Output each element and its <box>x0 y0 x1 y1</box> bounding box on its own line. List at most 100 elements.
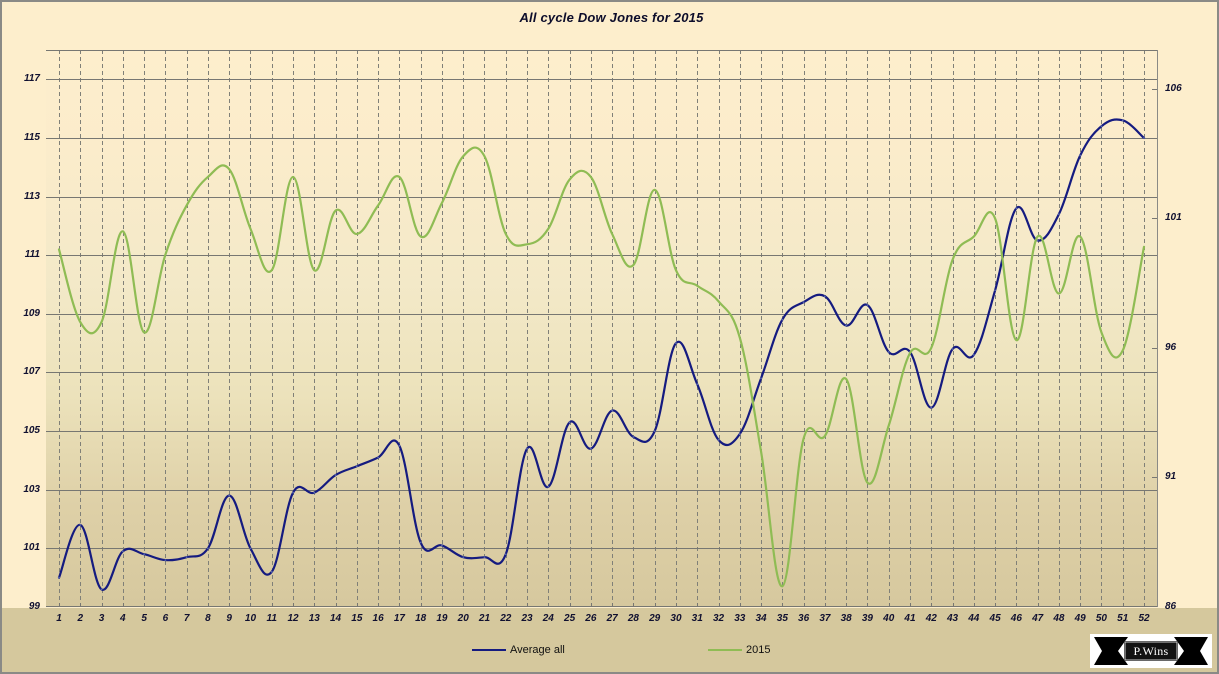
legend-label-average-all: Average all <box>510 644 565 656</box>
data-point-marker <box>994 289 996 292</box>
x-axis-tick: 6 <box>162 613 169 624</box>
y-axis-right-tick: 106 <box>1165 82 1182 94</box>
chart-legend: Average all 2015 <box>2 642 1217 664</box>
y-axis-left-tick: 103 <box>23 483 40 495</box>
x-axis-tick: 39 <box>861 613 873 624</box>
ribbon-banner-icon <box>1090 634 1212 668</box>
data-point-marker <box>270 570 273 573</box>
data-point-marker <box>887 351 890 353</box>
data-point-marker <box>79 524 82 526</box>
x-axis-tick: 18 <box>415 613 427 624</box>
data-point-marker <box>547 485 550 488</box>
y-axis-right-tick: 96 <box>1165 341 1177 353</box>
x-axis-tick: 51 <box>1117 613 1129 624</box>
y-axis-left-tick: 99 <box>28 601 40 612</box>
data-point-marker <box>696 383 699 386</box>
x-axis-tick: 29 <box>649 613 661 624</box>
data-point-marker <box>717 439 720 441</box>
x-axis-tick: 33 <box>734 613 746 624</box>
x-axis-tick: 31 <box>691 613 703 624</box>
data-point-marker <box>441 544 443 547</box>
legend-item-2015[interactable]: 2015 <box>708 644 770 656</box>
data-point-marker <box>504 553 507 556</box>
data-point-marker <box>653 430 656 433</box>
data-point-marker <box>334 474 337 476</box>
plot-area <box>46 50 1158 607</box>
series-lines <box>57 118 1146 591</box>
data-point-marker <box>355 465 358 468</box>
y-axis-left-tick: 107 <box>23 366 40 378</box>
x-axis-tick: 5 <box>141 613 147 624</box>
x-axis-tick: 28 <box>627 613 639 624</box>
plot-svg <box>46 50 1157 607</box>
data-point-marker <box>802 301 805 304</box>
data-point-marker <box>781 318 784 321</box>
data-point-marker <box>845 324 848 327</box>
data-point-marker <box>568 421 571 424</box>
data-point-marker <box>1079 154 1082 157</box>
watermark-badge: P.Wins <box>1088 630 1214 672</box>
x-axis-tick: 7 <box>183 613 190 624</box>
data-point-marker <box>951 348 954 350</box>
x-axis-tick: 10 <box>244 613 257 624</box>
data-point-marker <box>462 556 465 559</box>
data-point-marker <box>164 559 167 561</box>
y-axis-left-tick: 105 <box>23 425 40 437</box>
x-axis-tick: 12 <box>287 613 299 624</box>
watermark-label: P.Wins <box>1133 643 1169 658</box>
x-axis-tick: 8 <box>205 613 211 624</box>
data-point-marker <box>313 491 316 494</box>
data-point-marker <box>1121 119 1124 122</box>
data-point-marker <box>632 436 635 438</box>
x-axis-tick: 48 <box>1053 613 1065 624</box>
y-axis-right-tick: 91 <box>1165 471 1177 483</box>
data-point-marker <box>58 576 60 579</box>
data-point-marker <box>398 444 401 447</box>
y-axis-left-tick: 111 <box>24 249 40 261</box>
data-point-marker <box>377 456 380 459</box>
x-axis-tick: 46 <box>1010 613 1022 624</box>
x-axis-tick: 16 <box>372 613 384 624</box>
x-axis-tick: 21 <box>478 613 491 624</box>
data-point-marker <box>760 377 762 380</box>
data-point-marker <box>738 433 741 435</box>
x-axis-tick: 30 <box>670 613 682 624</box>
data-point-marker <box>1100 125 1103 128</box>
data-point-marker <box>675 342 677 345</box>
data-point-marker <box>143 553 145 556</box>
y-axis-left-tick: 101 <box>23 542 40 554</box>
y-axis-left-tick: 117 <box>24 73 40 85</box>
legend-label-2015: 2015 <box>746 644 771 656</box>
x-axis-tick: 35 <box>776 613 788 624</box>
x-axis-tick: 50 <box>1095 613 1107 624</box>
data-point-marker <box>419 541 422 544</box>
data-point-marker <box>1015 207 1018 210</box>
y-axis-left-tick: 109 <box>23 307 40 319</box>
x-axis-tick: 49 <box>1074 613 1086 624</box>
y-axis-right-tick: 86 <box>1165 601 1177 612</box>
data-point-marker <box>866 304 869 306</box>
x-axis-tick: 1 <box>56 613 62 624</box>
chart-bottom-strip <box>2 608 1217 672</box>
data-point-marker <box>1143 137 1145 139</box>
x-axis-tick: 14 <box>330 613 342 624</box>
x-axis-tick: 44 <box>968 613 980 624</box>
x-axis-tick: 23 <box>521 613 533 624</box>
x-axis-tick: 27 <box>606 613 618 624</box>
y-axis-right-tick: 101 <box>1165 212 1182 224</box>
data-point-marker <box>228 494 231 497</box>
x-axis-tick: 47 <box>1032 613 1044 624</box>
legend-item-average-all[interactable]: Average all <box>472 644 565 656</box>
data-point-marker <box>526 447 528 450</box>
x-axis-tick: 24 <box>542 613 554 624</box>
x-axis-tick: 38 <box>840 613 852 624</box>
data-point-marker <box>185 556 188 559</box>
page-title: All cycle Dow Jones for 2015 <box>519 10 704 25</box>
x-axis-tick: 11 <box>266 613 277 624</box>
x-axis-tick: 4 <box>120 613 126 624</box>
x-axis-tick: 13 <box>308 613 320 624</box>
x-axis-tick: 20 <box>457 613 469 624</box>
data-point-marker <box>823 295 826 298</box>
data-point-marker <box>100 588 103 591</box>
series-line-2015 <box>57 146 1146 588</box>
